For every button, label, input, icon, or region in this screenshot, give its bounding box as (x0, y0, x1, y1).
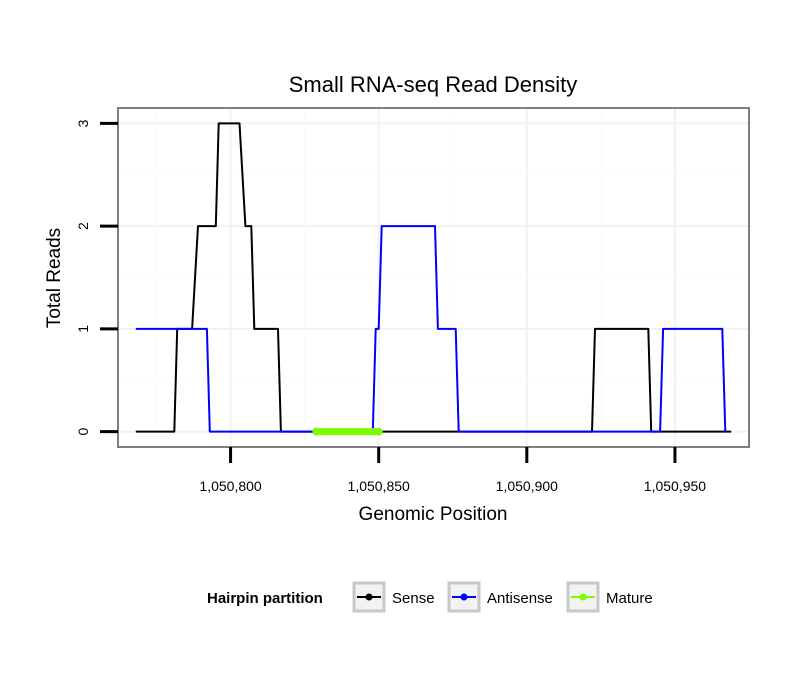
plot-panel-border (117, 107, 750, 448)
y-tick-label: 1 (75, 325, 91, 333)
legend-point-sense (365, 593, 373, 601)
legend-title: Hairpin partition (207, 590, 323, 607)
x-tick-label: 1,050,850 (348, 478, 410, 494)
y-tick-label: 3 (75, 119, 91, 127)
x-tick-label: 1,050,800 (199, 478, 261, 494)
legend-label-mature: Mature (606, 590, 653, 607)
series-point-mature (374, 427, 383, 436)
legend-point-mature (579, 593, 587, 601)
legend-label-sense: Sense (392, 590, 435, 607)
chart-title: Small RNA-seq Read Density (289, 72, 578, 97)
x-tick-label: 1,050,900 (496, 478, 558, 494)
series-lines (135, 122, 732, 436)
legend: Hairpin partition Sense Antisense Mature (207, 581, 653, 613)
legend-point-antisense (460, 593, 468, 601)
legend-item-sense: Sense (352, 581, 435, 613)
x-tick-label: 1,050,950 (644, 478, 706, 494)
x-axis-title: Genomic Position (359, 504, 508, 525)
legend-item-mature: Mature (566, 581, 653, 613)
series-point-mature (312, 427, 321, 436)
y-axis-title: Total Reads (44, 228, 65, 328)
legend-item-antisense: Antisense (447, 581, 553, 613)
y-tick-label: 2 (75, 222, 91, 230)
legend-label-antisense: Antisense (487, 590, 553, 607)
y-tick-label: 0 (75, 427, 91, 435)
axes: 1,050,800 1,050,850 1,050,900 1,050,950 0 1 2 3 (75, 119, 706, 494)
